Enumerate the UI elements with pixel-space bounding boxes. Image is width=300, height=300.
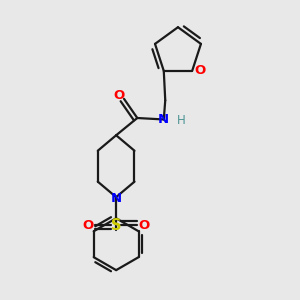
Text: S: S <box>111 218 122 232</box>
Text: O: O <box>83 219 94 232</box>
Text: H: H <box>176 114 185 128</box>
Text: N: N <box>111 192 122 205</box>
Text: O: O <box>138 219 149 232</box>
Text: N: N <box>158 113 169 126</box>
Text: O: O <box>194 64 205 77</box>
Text: O: O <box>113 89 124 102</box>
